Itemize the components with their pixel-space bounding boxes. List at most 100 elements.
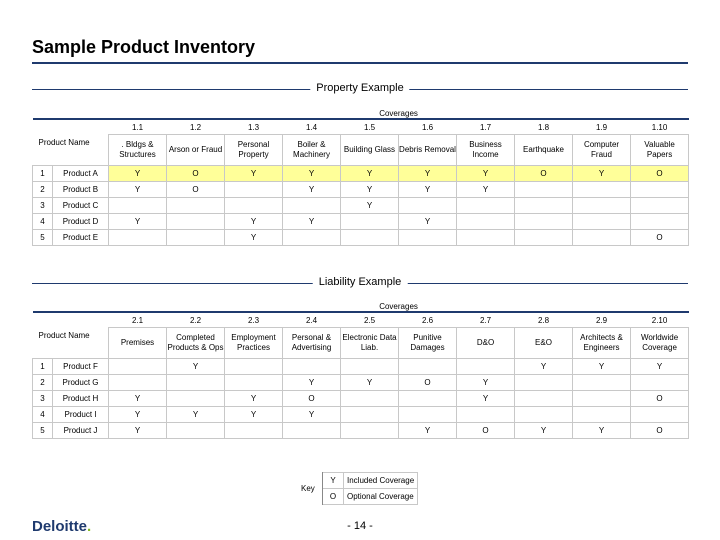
- property-coverage-description: Boiler & Machinery: [282, 134, 341, 166]
- row-number: 5: [32, 422, 53, 439]
- coverage-cell: [629, 374, 690, 391]
- product-name: Product F: [52, 358, 109, 375]
- coverage-cell: Y: [456, 181, 515, 198]
- liability-coverage-description: Electronic Data Liab.: [340, 327, 399, 359]
- coverage-cell: Y: [340, 374, 399, 391]
- property-coverage-code: 1.3: [224, 118, 283, 135]
- coverage-cell: O: [166, 181, 225, 198]
- coverage-cell: Y: [224, 229, 283, 246]
- row-number: 3: [32, 197, 53, 214]
- property-coverage-code: 1.1: [108, 118, 167, 135]
- coverage-cell: [166, 229, 225, 246]
- property-coverages-label: Coverages: [379, 109, 418, 118]
- coverage-cell: [456, 213, 515, 230]
- coverage-cell: [108, 358, 167, 375]
- coverage-cell: [514, 229, 573, 246]
- liability-coverage-description: Architects & Engineers: [572, 327, 631, 359]
- coverage-cell: [456, 358, 515, 375]
- coverage-cell: O: [629, 422, 690, 439]
- coverage-cell: Y: [398, 422, 457, 439]
- coverage-cell: [108, 229, 167, 246]
- coverage-cell: [224, 197, 283, 214]
- row-number: 2: [32, 374, 53, 391]
- coverage-cell: Y: [572, 165, 631, 182]
- coverage-cell: Y: [456, 390, 515, 407]
- coverage-cell: Y: [108, 181, 167, 198]
- liability-coverage-description: Employment Practices: [224, 327, 283, 359]
- property-coverage-description: Business Income: [456, 134, 515, 166]
- property-coverage-description: Arson or Fraud: [166, 134, 225, 166]
- coverage-cell: [514, 213, 573, 230]
- property-coverage-code: 1.9: [572, 118, 631, 135]
- coverage-cell: Y: [108, 165, 167, 182]
- coverage-cell: [282, 229, 341, 246]
- coverage-cell: [629, 181, 690, 198]
- coverage-cell: Y: [166, 406, 225, 423]
- coverage-cell: Y: [456, 165, 515, 182]
- coverage-cell: Y: [282, 165, 341, 182]
- property-heading-label: Property Example: [310, 82, 410, 94]
- coverage-cell: Y: [282, 181, 341, 198]
- key-symbol-included: Y: [322, 472, 344, 489]
- liability-coverage-code: 2.8: [514, 311, 573, 328]
- coverage-cell: O: [398, 374, 457, 391]
- coverage-cell: Y: [514, 358, 573, 375]
- coverage-cell: Y: [398, 213, 457, 230]
- liability-coverage-code: 2.10: [630, 311, 689, 328]
- coverage-cell: Y: [108, 213, 167, 230]
- coverage-cell: [572, 229, 631, 246]
- coverage-cell: Y: [108, 422, 167, 439]
- product-name: Product J: [52, 422, 109, 439]
- coverage-cell: O: [456, 422, 515, 439]
- coverage-cell: [398, 406, 457, 423]
- coverage-cell: [514, 406, 573, 423]
- coverage-cell: [224, 181, 283, 198]
- coverage-cell: [340, 406, 399, 423]
- table-row: 5 Product E Y O: [32, 229, 690, 246]
- coverage-cell: Y: [340, 197, 399, 214]
- property-coverage-code: 1.7: [456, 118, 515, 135]
- liability-coverage-code: 2.4: [282, 311, 341, 328]
- table-row: 3 Product C Y: [32, 197, 690, 214]
- page-number: - 14 -: [347, 520, 373, 532]
- coverage-cell: Y: [514, 422, 573, 439]
- product-name: Product D: [52, 213, 109, 230]
- coverage-cell: [398, 197, 457, 214]
- coverage-cell: Y: [398, 165, 457, 182]
- liability-table: Coverages Product Name 2.1 2.2 2.3 2.4 2.5 2.6 2…: [32, 302, 690, 439]
- coverage-cell: Y: [282, 406, 341, 423]
- coverage-cell: Y: [572, 422, 631, 439]
- coverage-cell: Y: [456, 374, 515, 391]
- coverage-cell: [456, 406, 515, 423]
- coverage-cell: Y: [398, 181, 457, 198]
- coverage-cell: [514, 197, 573, 214]
- key-label: Key: [298, 472, 323, 505]
- liability-coverage-code: 2.2: [166, 311, 225, 328]
- coverage-cell: Y: [282, 374, 341, 391]
- property-coverage-description: Earthquake: [514, 134, 573, 166]
- coverage-cell: [224, 358, 283, 375]
- liability-coverages-label: Coverages: [379, 302, 418, 311]
- deloitte-logo: Deloitte.: [32, 518, 92, 535]
- liability-coverage-code: 2.3: [224, 311, 283, 328]
- legend-key: Key Y Included Coverage O Optional Cover…: [298, 472, 428, 506]
- property-coverage-code: 1.2: [166, 118, 225, 135]
- coverage-cell: O: [629, 229, 690, 246]
- product-name: Product A: [52, 165, 109, 182]
- coverage-cell: [572, 181, 631, 198]
- coverage-cell: Y: [340, 165, 399, 182]
- coverage-cell: [629, 213, 690, 230]
- row-number: 4: [32, 406, 53, 423]
- coverage-cell: Y: [572, 358, 631, 375]
- liability-coverage-description: Personal & Advertising: [282, 327, 341, 359]
- liability-coverage-code: 2.6: [398, 311, 457, 328]
- coverage-cell: Y: [340, 181, 399, 198]
- coverage-cell: [629, 197, 690, 214]
- liability-heading-label: Liability Example: [312, 276, 408, 288]
- coverage-cell: [108, 374, 167, 391]
